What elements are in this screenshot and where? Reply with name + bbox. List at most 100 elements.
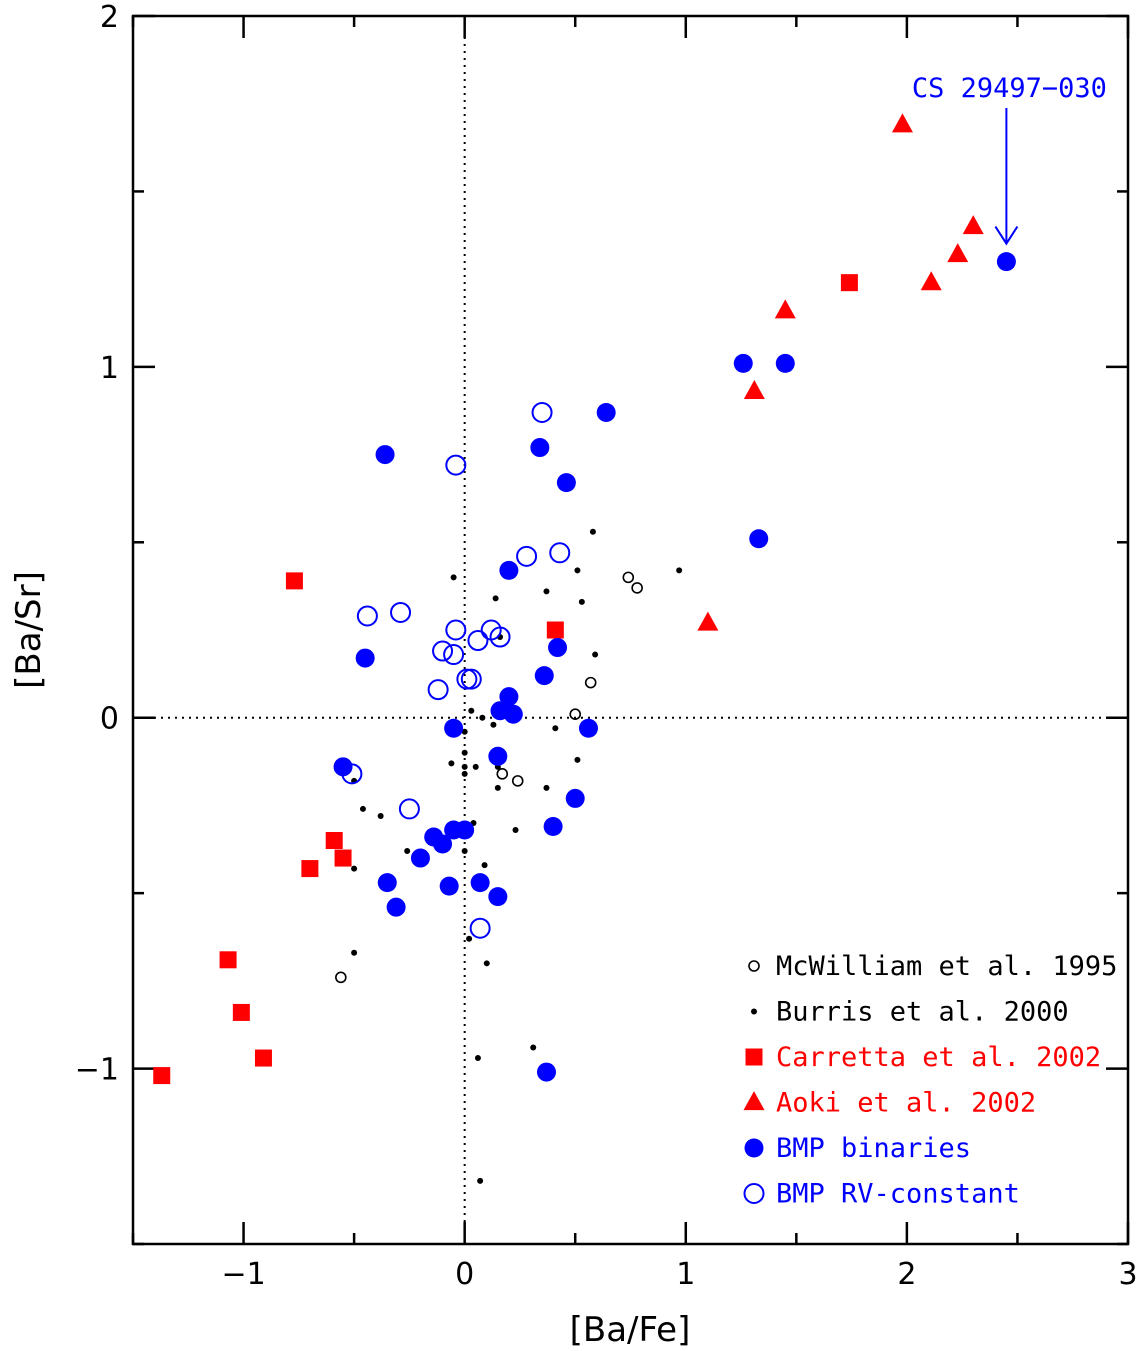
data-point bbox=[676, 567, 683, 574]
data-point bbox=[479, 714, 486, 721]
annotation-label: CS 29497−030 bbox=[912, 73, 1107, 104]
legend-label: BMP RV-constant bbox=[776, 1179, 1020, 1210]
data-point bbox=[232, 1003, 250, 1021]
data-point bbox=[962, 215, 984, 235]
data-point bbox=[749, 529, 769, 549]
data-point bbox=[697, 611, 719, 631]
data-point bbox=[359, 805, 366, 812]
data-point bbox=[499, 687, 519, 707]
data-point bbox=[445, 619, 467, 641]
data-point bbox=[468, 707, 475, 714]
data-point bbox=[445, 454, 467, 476]
axis-ticks: −1 0 1 2 3 −1 0 1 2 bbox=[75, 0, 1138, 1292]
legend-marker bbox=[751, 1008, 757, 1015]
data-point bbox=[477, 1177, 484, 1184]
data-point bbox=[474, 1055, 481, 1062]
data-point bbox=[219, 951, 237, 969]
data-point bbox=[578, 718, 598, 738]
data-point bbox=[472, 763, 479, 770]
data-point bbox=[546, 621, 564, 639]
series-2 bbox=[153, 274, 858, 1085]
data-point bbox=[466, 935, 473, 942]
legend-marker bbox=[743, 1091, 765, 1111]
data-point bbox=[483, 960, 490, 967]
data-point bbox=[488, 887, 508, 907]
data-point bbox=[355, 648, 375, 668]
series-0 bbox=[335, 571, 643, 984]
data-point bbox=[589, 528, 596, 535]
data-point bbox=[775, 353, 795, 373]
data-point bbox=[516, 545, 538, 567]
data-point bbox=[489, 626, 511, 648]
legend-label: McWilliam et al. 1995 bbox=[776, 951, 1117, 982]
data-point bbox=[254, 1049, 272, 1067]
data-point bbox=[351, 865, 358, 872]
axis-titles: [Ba/Fe] [Ba/Sr] bbox=[9, 571, 690, 1350]
data-point bbox=[334, 849, 352, 867]
data-point bbox=[574, 567, 581, 574]
data-point bbox=[325, 832, 343, 850]
data-point bbox=[410, 848, 430, 868]
data-point bbox=[549, 542, 571, 564]
data-point bbox=[285, 572, 303, 590]
data-point bbox=[333, 757, 353, 777]
data-point bbox=[460, 668, 482, 690]
data-point bbox=[530, 1044, 537, 1051]
data-point bbox=[556, 473, 576, 493]
y-tick-label: −1 bbox=[75, 1053, 119, 1088]
data-point bbox=[456, 668, 478, 690]
data-point bbox=[455, 820, 475, 840]
data-point bbox=[543, 588, 550, 595]
data-point bbox=[574, 756, 581, 763]
y-tick-label: 2 bbox=[100, 0, 119, 35]
data-point bbox=[622, 571, 635, 584]
data-point bbox=[427, 679, 449, 701]
data-point bbox=[301, 860, 319, 878]
data-point bbox=[444, 718, 464, 738]
data-point bbox=[386, 897, 406, 917]
data-point bbox=[404, 848, 411, 855]
data-point bbox=[996, 252, 1016, 272]
legend: McWilliam et al. 1995 Burris et al. 2000 C… bbox=[743, 951, 1117, 1210]
data-points bbox=[153, 113, 1016, 1184]
data-point bbox=[743, 380, 765, 400]
data-point bbox=[492, 595, 499, 602]
data-point bbox=[461, 749, 468, 756]
data-point bbox=[631, 582, 643, 594]
legend-label: BMP binaries bbox=[776, 1133, 971, 1164]
data-point bbox=[584, 676, 597, 689]
data-point bbox=[552, 725, 559, 732]
data-point bbox=[377, 873, 397, 893]
y-tick-label: 0 bbox=[100, 702, 119, 737]
data-point bbox=[433, 834, 453, 854]
data-point bbox=[153, 1067, 171, 1085]
plot-frame bbox=[131, 14, 1130, 1246]
data-point bbox=[494, 784, 501, 791]
legend-marker bbox=[745, 1048, 763, 1066]
x-tick-label: 2 bbox=[897, 1257, 916, 1292]
legend-label: Burris et al. 2000 bbox=[776, 997, 1069, 1028]
data-point bbox=[503, 704, 523, 724]
data-point bbox=[461, 770, 468, 777]
data-point bbox=[341, 763, 363, 785]
data-point bbox=[578, 598, 585, 605]
data-point bbox=[891, 113, 913, 133]
data-point bbox=[432, 640, 454, 662]
series-5 bbox=[341, 401, 571, 939]
data-point bbox=[375, 445, 395, 465]
x-tick-label: 3 bbox=[1118, 1257, 1137, 1292]
data-point bbox=[351, 949, 358, 956]
data-point bbox=[543, 784, 550, 791]
data-point bbox=[470, 873, 490, 893]
data-point bbox=[335, 971, 347, 984]
legend-marker bbox=[743, 1183, 765, 1204]
annotation-arrow-head bbox=[994, 226, 1019, 246]
data-point bbox=[439, 876, 459, 896]
data-point bbox=[531, 401, 553, 423]
reference-lines bbox=[133, 16, 1128, 1244]
data-point bbox=[920, 271, 942, 291]
data-point bbox=[536, 1062, 556, 1082]
x-tick-label: 1 bbox=[676, 1257, 695, 1292]
